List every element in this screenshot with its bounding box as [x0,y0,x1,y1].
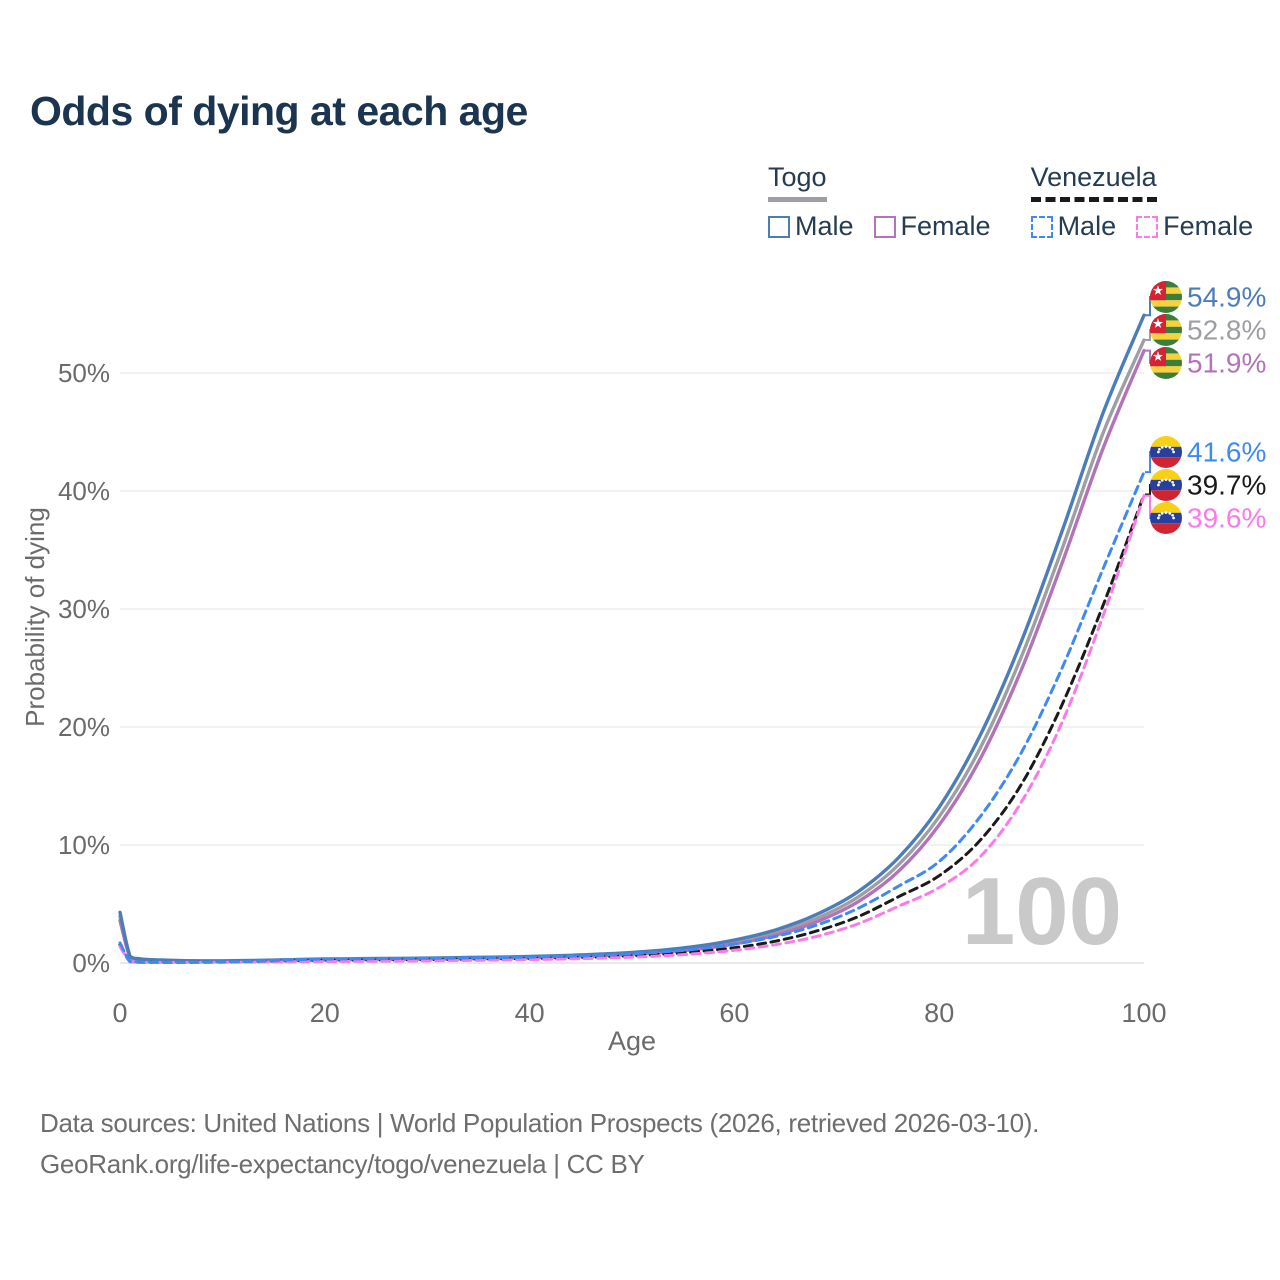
legend-item-label: Male [795,211,854,241]
y-tick-label-20: 20% [58,712,110,742]
legend-country-togo: Togo [768,162,827,202]
togo-flag-icon [1150,281,1182,313]
legend-country-venezuela: Venezuela [1030,162,1157,202]
venezuela-flag-icon [1150,469,1182,501]
togo-flag-icon [1150,347,1182,379]
y-tick-label-0: 0% [72,948,110,978]
togo-flag-icon [1150,314,1182,346]
age-watermark: 100 [962,858,1122,965]
end-value-label-venezuela-both: 39.7% [1187,470,1266,501]
venezuela-male-swatch-icon [1030,215,1053,238]
y-tick-label-40: 40% [58,476,110,506]
venezuela-flag-icon [1150,502,1182,534]
legend-item-label: Female [1163,211,1254,241]
end-value-label-togo-female: 51.9% [1187,348,1266,379]
legend-item-label: Male [1057,211,1117,241]
end-value-label-venezuela-male: 41.6% [1187,437,1266,468]
x-tick-label-100: 100 [1121,998,1166,1028]
y-axis-title: Probability of dying [20,507,50,727]
legend-group-togo: Togo Male Female [768,162,991,242]
legend-item-togo-male[interactable]: Male [768,211,854,242]
y-tick-label-30: 30% [58,594,110,624]
venezuela-female-swatch-icon [1136,215,1159,238]
legend-item-venezuela-male[interactable]: Male [1030,211,1117,242]
x-tick-label-60: 60 [719,998,749,1028]
legend-group-venezuela: Venezuela Male Female [1030,162,1253,242]
page-title: Odds of dying at each age [30,88,528,134]
x-tick-label-40: 40 [515,998,545,1028]
license-line: GeoRank.org/life-expectancy/togo/venezue… [40,1149,645,1179]
x-tick-label-0: 0 [112,998,127,1028]
legend-item-label: Female [900,211,991,241]
source-attribution: Data sources: United Nations | World Pop… [40,1103,1039,1185]
y-tick-label-50: 50% [58,358,110,388]
x-tick-label-20: 20 [310,998,340,1028]
togo-male-swatch-icon [768,215,790,238]
x-axis-title: Age [608,1026,656,1056]
y-tick-label-10: 10% [58,830,110,860]
data-sources-line: Data sources: United Nations | World Pop… [40,1108,1040,1138]
venezuela-flag-icon [1150,436,1182,468]
legend: Togo Male Female Venezuela Male [768,162,1253,242]
end-value-label-togo-male: 54.9% [1187,282,1266,313]
x-tick-label-80: 80 [924,998,954,1028]
end-value-label-venezuela-female: 39.6% [1187,503,1266,534]
end-value-label-togo-both: 52.8% [1187,315,1266,346]
series-line-venezuela-male[interactable] [118,470,1146,964]
togo-female-swatch-icon [873,215,896,238]
legend-item-venezuela-female[interactable]: Female [1136,211,1253,242]
legend-item-togo-female[interactable]: Female [873,211,991,242]
